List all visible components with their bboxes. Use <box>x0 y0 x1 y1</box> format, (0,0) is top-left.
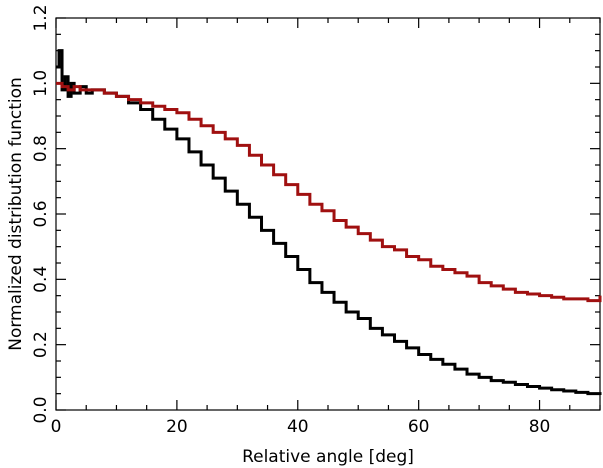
x-tick-label: 40 <box>287 417 309 437</box>
series-line-2 <box>56 81 602 303</box>
x-axis-label: Relative angle [deg] <box>242 447 414 467</box>
y-tick-label: 0.6 <box>31 200 51 227</box>
y-tick-label: 0.4 <box>31 266 51 293</box>
x-tick-label: 60 <box>408 417 430 437</box>
x-tick-label: 0 <box>51 417 62 437</box>
y-tick-label: 0.8 <box>31 135 51 162</box>
y-tick-label: 0.0 <box>31 396 51 423</box>
axis-ticks <box>55 17 601 411</box>
y-tick-label: 1.0 <box>31 70 51 97</box>
series-line-1 <box>56 49 602 396</box>
axis-tick-labels: 0 20 40 60 80 0.0 0.2 0.4 0.6 0.8 1.0 1.2 <box>31 4 550 437</box>
y-tick-label: 0.2 <box>31 331 51 358</box>
x-tick-label: 80 <box>529 417 551 437</box>
plot-frame <box>55 17 601 411</box>
y-tick-label: 1.2 <box>31 4 51 31</box>
y-axis-label: Normalized distribution function <box>6 77 26 351</box>
x-tick-label: 20 <box>166 417 188 437</box>
series-layer <box>56 49 602 396</box>
